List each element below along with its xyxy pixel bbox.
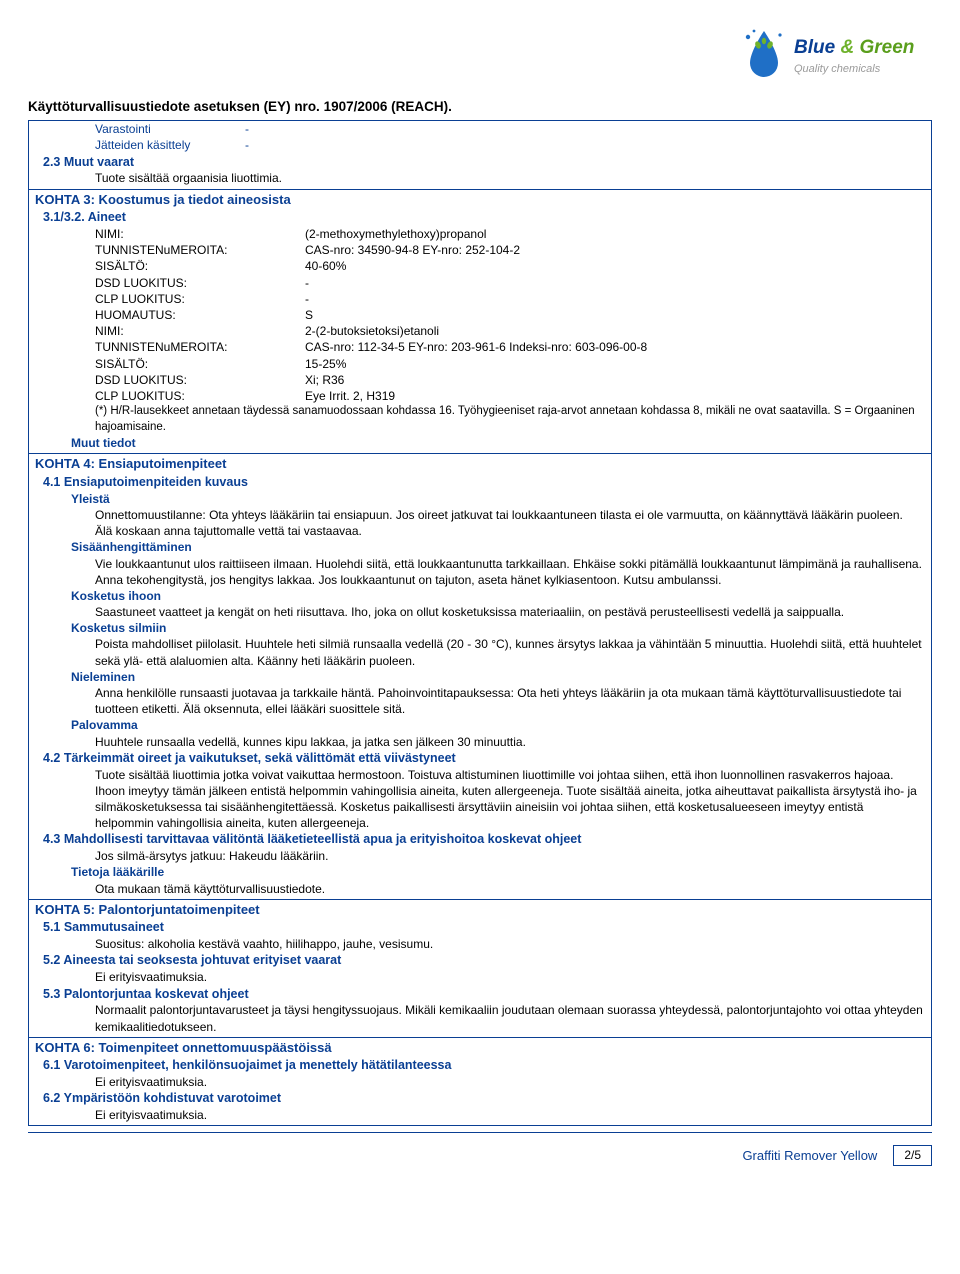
section-kohta3: KOHTA 3: Koostumus ja tiedot aineosista …: [28, 190, 932, 455]
kohta5-s3: 5.3 Palontorjuntaa koskevat ohjeet: [29, 986, 931, 1003]
niel-text: Anna henkilölle runsaasti juotavaa ja ta…: [29, 685, 931, 717]
iho-text: Saastuneet vaatteet ja kengät on heti ri…: [29, 604, 931, 620]
palo-text: Huuhtele runsaalla vedellä, kunnes kipu …: [29, 734, 931, 750]
kohta3-sub: 3.1/3.2. Aineet: [29, 209, 931, 226]
waste-value: -: [245, 137, 249, 153]
kohta3-muut: Muut tiedot: [29, 435, 931, 451]
ingredient-row: DSD LUOKITUS:Xi; R36: [95, 372, 931, 388]
kohta6-s2: 6.2 Ympäristöön kohdistuvat varotoimet: [29, 1090, 931, 1107]
document-title: Käyttöturvallisuustiedote asetuksen (EY)…: [28, 98, 932, 116]
ingredient-row: SISÄLTÖ:40-60%: [95, 258, 931, 274]
kohta4-heading: KOHTA 4: Ensiaputoimenpiteet: [29, 454, 931, 474]
storage-value: -: [245, 121, 249, 137]
kohta3-heading: KOHTA 3: Koostumus ja tiedot aineosista: [29, 190, 931, 210]
page-footer: Graffiti Remover Yellow 2/5: [28, 1145, 932, 1165]
tied-head: Tietoja lääkärille: [29, 864, 931, 880]
kohta4-sub1: 4.1 Ensiaputoimenpiteiden kuvaus: [29, 474, 931, 491]
footer-page: 2/5: [893, 1145, 932, 1165]
footer-divider: [28, 1132, 932, 1133]
ingredient-row: CLP LUOKITUS:-: [95, 291, 931, 307]
kohta4-sub2: 4.2 Tärkeimmät oireet ja vaikutukset, se…: [29, 750, 931, 767]
footer-product: Graffiti Remover Yellow: [742, 1147, 877, 1165]
silm-text: Poista mahdolliset piilolasit. Huuhtele …: [29, 636, 931, 668]
logo-subtitle: Quality chemicals: [794, 62, 914, 77]
section-kohta4: KOHTA 4: Ensiaputoimenpiteet 4.1 Ensiapu…: [28, 454, 932, 899]
subhead-2-3: 2.3 Muut vaarat: [29, 154, 931, 171]
sisaan-head: Sisäänhengittäminen: [29, 539, 931, 555]
waste-row: Jätteiden käsittely -: [95, 137, 931, 153]
logo-ampersand: &: [840, 37, 854, 58]
ingredient-row: DSD LUOKITUS:-: [95, 275, 931, 291]
ingredient-row: TUNNISTENuMEROITA:CAS-nro: 34590-94-8 EY…: [95, 242, 931, 258]
logo-text: Blue & Green Quality chemicals: [794, 35, 914, 77]
yleista-text: Onnettomuustilanne: Ota yhteys lääkäriin…: [29, 507, 931, 539]
kohta6-heading: KOHTA 6: Toimenpiteet onnettomuuspäästöi…: [29, 1038, 931, 1058]
ingredient-row: NIMI:(2-methoxymethylethoxy)propanol: [95, 226, 931, 242]
section-kohta6: KOHTA 6: Toimenpiteet onnettomuuspäästöi…: [28, 1038, 932, 1127]
section-kohta5: KOHTA 5: Palontorjuntatoimenpiteet 5.1 S…: [28, 900, 932, 1038]
storage-label: Varastointi: [95, 121, 245, 137]
kohta5-s1-text: Suositus: alkoholia kestävä vaahto, hiil…: [29, 936, 931, 952]
subtext-2-3: Tuote sisältää orgaanisia liuottimia.: [29, 170, 931, 186]
logo-mark: [740, 27, 788, 85]
logo-word-blue: Blue: [794, 37, 835, 58]
kohta6-s1-text: Ei erityisvaatimuksia.: [29, 1074, 931, 1090]
kohta5-s3-text: Normaalit palontorjuntavarusteet ja täys…: [29, 1002, 931, 1034]
brand-logo: Blue & Green Quality chemicals: [740, 16, 920, 96]
kohta5-s2-text: Ei erityisvaatimuksia.: [29, 969, 931, 985]
kohta6-s1: 6.1 Varotoimenpiteet, henkilönsuojaimet …: [29, 1057, 931, 1074]
kohta6-s2-text: Ei erityisvaatimuksia.: [29, 1107, 931, 1123]
kohta4-sub3: 4.3 Mahdollisesti tarvittavaa välitöntä …: [29, 831, 931, 848]
section-pre: Varastointi - Jätteiden käsittely - 2.3 …: [28, 120, 932, 189]
niel-head: Nieleminen: [29, 669, 931, 685]
kohta3-note: (*) H/R-lausekkeet annetaan täydessä san…: [29, 404, 931, 435]
ingredient-row: CLP LUOKITUS:Eye Irrit. 2, H319: [95, 388, 931, 404]
ingredient-row: SISÄLTÖ:15-25%: [95, 356, 931, 372]
kohta4-sub2-text: Tuote sisältää liuottimia jotka voivat v…: [29, 767, 931, 832]
silm-head: Kosketus silmiin: [29, 620, 931, 636]
storage-row: Varastointi -: [95, 121, 931, 137]
ingredient-row: NIMI:2-(2-butoksietoksi)etanoli: [95, 323, 931, 339]
waste-label: Jätteiden käsittely: [95, 137, 245, 153]
ingredient-row: HUOMAUTUS:S: [95, 307, 931, 323]
kohta5-s2: 5.2 Aineesta tai seoksesta johtuvat erit…: [29, 952, 931, 969]
iho-head: Kosketus ihoon: [29, 588, 931, 604]
kohta3-rows: NIMI:(2-methoxymethylethoxy)propanol TUN…: [29, 226, 931, 404]
palo-head: Palovamma: [29, 717, 931, 733]
logo-word-green: Green: [859, 37, 914, 58]
kohta5-s1: 5.1 Sammutusaineet: [29, 919, 931, 936]
tied-text: Ota mukaan tämä käyttöturvallisuustiedot…: [29, 881, 931, 897]
yleista-head: Yleistä: [29, 491, 931, 507]
kohta5-heading: KOHTA 5: Palontorjuntatoimenpiteet: [29, 900, 931, 920]
kohta4-sub3-text: Jos silmä-ärsytys jatkuu: Hakeudu lääkär…: [29, 848, 931, 864]
sisaan-text: Vie loukkaantunut ulos raittiiseen ilmaa…: [29, 556, 931, 588]
ingredient-row: TUNNISTENuMEROITA:CAS-nro: 112-34-5 EY-n…: [95, 339, 931, 355]
